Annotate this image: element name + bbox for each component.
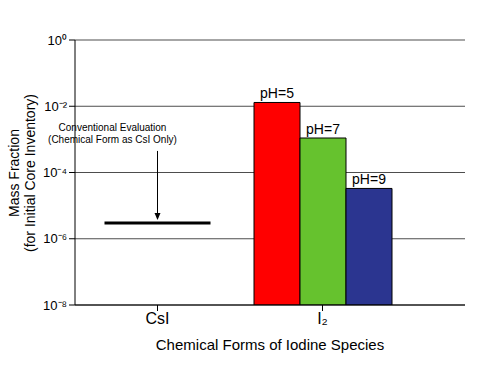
svg-text:pH=5: pH=5 xyxy=(260,85,294,101)
svg-text:pH=9: pH=9 xyxy=(352,171,386,187)
svg-text:pH=7: pH=7 xyxy=(306,121,340,137)
svg-text:I₂: I₂ xyxy=(317,310,328,327)
svg-text:10⁻⁶: 10⁻⁶ xyxy=(43,231,67,246)
svg-text:10⁻⁴: 10⁻⁴ xyxy=(43,165,67,180)
svg-text:CsI: CsI xyxy=(146,310,170,327)
svg-text:(Chemical Form as CsI Only): (Chemical Form as CsI Only) xyxy=(48,134,177,145)
svg-text:10⁰: 10⁰ xyxy=(48,33,67,48)
svg-text:Conventional Evaluation: Conventional Evaluation xyxy=(59,122,167,133)
svg-text:Chemical Forms of Iodine Speci: Chemical Forms of Iodine Species xyxy=(156,336,384,353)
svg-text:10⁻⁸: 10⁻⁸ xyxy=(43,298,67,313)
html-text:(for Initial Core Inventory): (for Initial Core Inventory) xyxy=(22,93,38,252)
svg-text:10⁻²: 10⁻² xyxy=(44,99,67,114)
html-text:Mass Fraction: Mass Fraction xyxy=(6,128,22,217)
